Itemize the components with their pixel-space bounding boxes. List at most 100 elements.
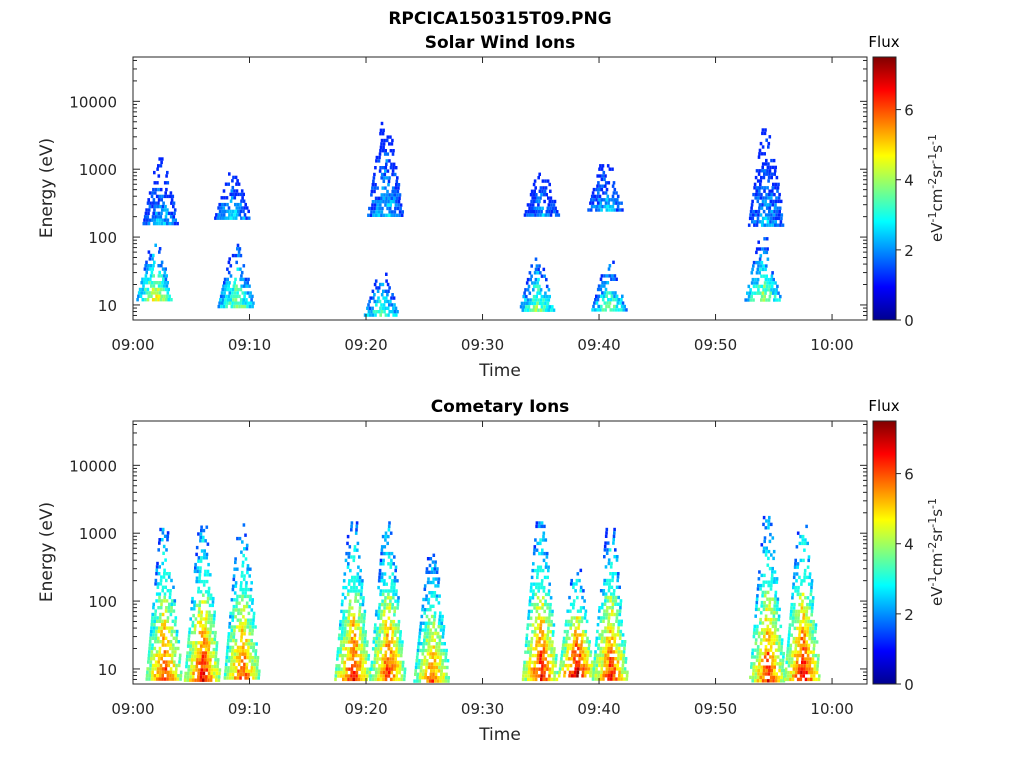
cometary-heatmap-cell — [440, 648, 443, 653]
cometary-heatmap-cell — [599, 619, 603, 623]
cometary-heatmap-cell — [795, 609, 798, 614]
cometary-axes-frame — [132, 420, 868, 685]
cometary-heatmap-cell — [378, 636, 381, 641]
cometary-heatmap-cell — [209, 620, 213, 625]
solar-wind-heatmap-cell — [538, 264, 541, 268]
solar-wind-heatmap-cell — [148, 204, 152, 209]
cometary-heatmap-cell — [802, 616, 805, 620]
solar-wind-heatmap-cell — [528, 271, 532, 275]
solar-wind-heatmap-cell — [159, 204, 162, 209]
solar-wind-heatmap-cell — [166, 181, 170, 185]
solar-wind-heatmap-cell — [137, 291, 141, 295]
cometary-heatmap-cell — [433, 618, 436, 622]
solar-wind-heatmap-cell — [538, 172, 541, 176]
solar-wind-heatmap-cell — [613, 187, 617, 192]
solar-wind-heatmap-cell — [770, 209, 774, 214]
cometary-heatmap-cell — [564, 646, 567, 651]
cometary-heatmap-cell — [382, 551, 386, 556]
cometary-heatmap-cell — [342, 579, 346, 583]
cometary-heatmap-cell — [145, 677, 149, 681]
cometary-heatmap-cell — [387, 562, 390, 566]
cometary-heatmap-cell — [433, 665, 436, 670]
cometary-heatmap-cell — [604, 599, 607, 603]
cometary-heatmap-cell — [360, 640, 364, 644]
cometary-heatmap-cell — [529, 616, 533, 620]
solar-wind-heatmap-cell — [749, 209, 753, 214]
solar-wind-heatmap-cell — [524, 288, 527, 292]
cometary-heatmap-cell — [164, 558, 167, 562]
cometary-heatmap-cell — [800, 609, 803, 614]
solar-wind-heatmap-cell — [777, 196, 781, 200]
cometary-heatmap-cell — [393, 633, 397, 637]
cometary-heatmap-cell — [547, 623, 550, 627]
cometary-heatmap-cell — [529, 647, 533, 651]
cometary-heatmap-cell — [580, 640, 584, 644]
solar-wind-heatmap-cell — [546, 179, 550, 183]
cometary-heatmap-cell — [164, 667, 168, 671]
cometary-heatmap-cell — [536, 657, 540, 661]
solar-wind-ticks: 09:00 09:10 09:20 09:30 09:40 09:50 10:0010100… — [69, 57, 867, 354]
cometary-heatmap-cell — [571, 650, 574, 654]
solar-wind-heatmap-cell — [599, 201, 603, 205]
cometary-heatmap-cell — [345, 636, 349, 641]
cometary-heatmap-cell — [804, 538, 807, 542]
cometary-heatmap-cell — [539, 599, 542, 603]
cometary-heatmap-cell — [229, 638, 233, 643]
solar-wind-heatmap-cell — [530, 264, 533, 268]
cometary-heatmap-cell — [447, 679, 450, 683]
cometary-heatmap-cell — [771, 631, 774, 635]
solar-wind-heatmap-cell — [230, 304, 234, 309]
cometary-heatmap-cell — [362, 650, 366, 654]
cometary-heatmap-cell — [350, 524, 353, 529]
cometary-heatmap-cell — [160, 623, 164, 627]
cometary-heatmap-cell — [355, 585, 358, 590]
cometary-heatmap-cell — [354, 619, 358, 624]
cometary-heatmap-cell — [225, 652, 229, 656]
solar-wind-heatmap-cell — [765, 298, 768, 302]
cometary-heatmap-cell — [623, 640, 627, 644]
solar-wind-heatmap-cell — [614, 298, 618, 302]
cometary-heatmap-cell — [544, 602, 547, 607]
cometary-heatmap-cell — [586, 653, 590, 658]
cometary-heatmap-cell — [537, 613, 541, 617]
cometary-heatmap-cell — [149, 660, 153, 664]
cometary-heatmap-cell — [770, 668, 774, 673]
cometary-heatmap-cell — [230, 625, 234, 629]
cometary-heatmap-cell — [759, 641, 763, 646]
cometary-heatmap-cell — [763, 604, 766, 608]
cometary-heatmap-cell — [390, 585, 393, 590]
cometary-heatmap-cell — [807, 616, 811, 620]
solar-wind-heatmap-cell — [372, 210, 376, 214]
solar-wind-heatmap-cell — [223, 281, 226, 285]
solar-wind-heatmap-cell — [173, 208, 177, 212]
solar-wind-heatmap-cell — [597, 304, 600, 309]
cometary-heatmap-cell — [163, 626, 166, 630]
cometary-heatmap-cell — [609, 595, 613, 600]
cometary-heatmap-cell — [198, 603, 201, 608]
cometary-heatmap-cell — [161, 531, 165, 535]
cometary-heatmap-cell — [554, 657, 558, 661]
solar-wind-heatmap-cell — [589, 208, 593, 212]
cometary-heatmap-cell — [383, 633, 387, 637]
cometary-heatmap-cell — [762, 549, 766, 554]
cometary-heatmap-cell — [153, 646, 157, 651]
cometary-heatmap-cell — [552, 653, 556, 658]
solar-wind-heatmap-cell — [778, 192, 781, 197]
cometary-heatmap-cell — [806, 626, 810, 631]
cometary-heatmap-cell — [345, 551, 348, 556]
cometary-heatmap-cell — [533, 664, 536, 668]
cometary-heatmap-cell — [196, 566, 200, 570]
cometary-heatmap-cell — [623, 643, 626, 647]
cometary-heatmap-cell — [239, 618, 242, 622]
cometary-heatmap-cell — [358, 667, 362, 671]
solar-wind-heatmap-cell — [148, 267, 152, 271]
cometary-heatmap-cell — [595, 660, 599, 664]
solar-wind-heatmap-cell — [224, 209, 227, 214]
cometary-heatmap-cell — [238, 601, 241, 605]
cometary-heatmap-cell — [358, 582, 361, 586]
cometary-heatmap-cell — [597, 670, 601, 674]
cometary-heatmap-cell — [161, 538, 164, 542]
cometary-heatmap-cell — [768, 665, 771, 669]
solar-wind-heatmap-cell — [227, 182, 230, 186]
cometary-heatmap-cell — [533, 606, 536, 610]
